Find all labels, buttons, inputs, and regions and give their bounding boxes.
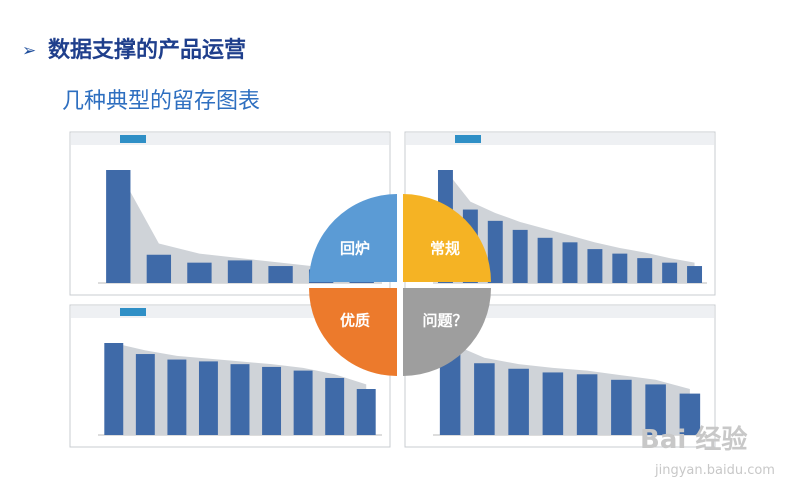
retention-bar — [542, 372, 564, 435]
retention-bar — [135, 354, 155, 435]
bullet-arrow: ➢ — [22, 41, 36, 61]
retention-bar — [611, 379, 632, 435]
retention-bar — [645, 384, 666, 435]
retention-bar — [104, 343, 124, 435]
retention-bar — [637, 258, 653, 283]
watermark-url: jingyan.baidu.com — [654, 463, 775, 478]
slide-subtitle: 几种典型的留存图表 — [62, 89, 260, 114]
retention-bar — [508, 368, 529, 435]
chart-panel — [404, 304, 716, 448]
quadrant — [403, 288, 491, 376]
retention-bar — [227, 260, 253, 283]
retention-bar — [198, 361, 218, 435]
retention-bar — [512, 229, 528, 283]
retention-bar — [439, 343, 461, 435]
retention-bar — [687, 266, 703, 283]
quadrant — [309, 194, 397, 282]
panel-tab — [120, 135, 146, 143]
quadrant-label: 回炉 — [340, 240, 370, 258]
retention-bar — [537, 237, 553, 283]
panel-tab — [120, 308, 146, 316]
panel-toolbar — [71, 306, 389, 318]
retention-bar — [679, 393, 701, 435]
panel-toolbar — [406, 133, 714, 145]
retention-bar — [146, 254, 172, 283]
retention-bar — [187, 262, 212, 283]
quadrant-label: 优质 — [340, 312, 370, 330]
retention-bar — [487, 220, 503, 283]
retention-bar — [325, 377, 345, 435]
retention-bar — [612, 253, 628, 283]
retention-area — [445, 170, 695, 283]
quadrant-label: 常规 — [430, 240, 460, 258]
quadrant-label: 问题？ — [422, 312, 467, 330]
retention-area — [118, 170, 362, 283]
chart-panel — [69, 131, 391, 296]
quadrant — [309, 288, 397, 376]
retention-bar — [662, 262, 678, 283]
slide-title: 数据支撑的产品运营 — [48, 37, 246, 63]
retention-bar — [576, 374, 598, 435]
retention-bar — [106, 170, 131, 283]
retention-bar — [230, 364, 250, 435]
retention-bar — [167, 359, 187, 435]
panel-tab — [455, 135, 481, 143]
retention-bar — [262, 366, 282, 435]
panel-toolbar — [71, 133, 389, 145]
quadrant — [403, 194, 491, 282]
retention-bar — [474, 363, 495, 435]
retention-bar — [587, 249, 603, 283]
retention-bar — [268, 266, 293, 283]
watermark-brand: Bai 经验 — [640, 424, 747, 455]
retention-bar — [293, 370, 313, 435]
retention-bar — [562, 242, 578, 283]
retention-bar — [356, 389, 376, 435]
